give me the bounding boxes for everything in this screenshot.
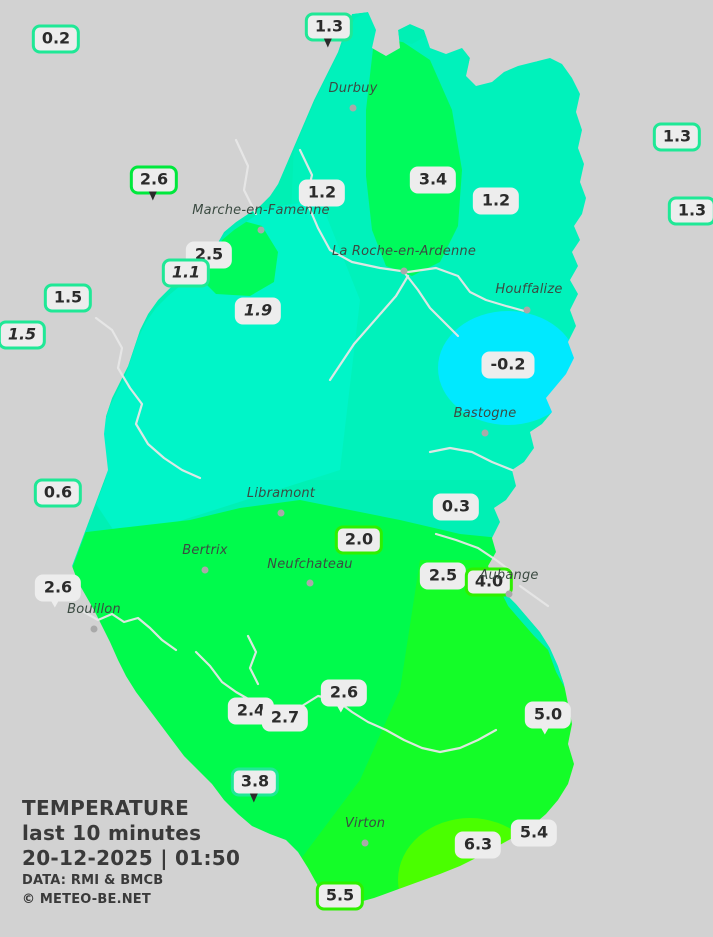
city-label: Virton	[344, 816, 386, 831]
city-dot-icon	[277, 509, 285, 517]
temperature-label: 2.6	[320, 679, 368, 713]
temperature-label: 5.4	[510, 819, 558, 847]
temperature-label: 0.6	[33, 478, 83, 508]
temperature-label: 4.0	[464, 567, 514, 597]
temperature-label: 1.1	[161, 258, 211, 288]
city-label: La Roche-en-Ardenne	[331, 244, 477, 259]
temperature-label: 1.3	[304, 12, 354, 48]
temperature-label: 2.7	[261, 704, 309, 732]
city-dot-icon	[349, 104, 357, 112]
city-dot-icon	[361, 839, 369, 847]
city-label: Bastogne	[453, 406, 517, 421]
city-dot-icon	[306, 579, 314, 587]
temperature-label: 2.0	[334, 525, 384, 555]
city-label: Aubange	[479, 568, 539, 583]
temperature-label: 3.8	[230, 767, 280, 803]
temperature-label: 1.3	[667, 196, 713, 226]
caption-source: DATA: RMI & BMCB	[22, 873, 164, 888]
temperature-label: 1.5	[43, 283, 93, 313]
city-dot-icon	[523, 306, 531, 314]
caption-datetime: 20-12-2025 | 01:50	[22, 846, 241, 870]
temperature-label: 6.3	[454, 831, 502, 859]
temperature-label: 1.2	[472, 187, 520, 215]
city-dot-icon	[201, 566, 209, 574]
city-dot-icon	[90, 625, 98, 633]
temperature-label: 2.5	[419, 562, 467, 590]
temperature-label: 3.4	[409, 166, 457, 194]
temperature-label: -0.2	[481, 351, 535, 379]
caption-copyright: © METEO-BE.NET	[22, 892, 151, 907]
city-label: Libramont	[246, 486, 316, 501]
caption-title: TEMPERATURE	[22, 796, 190, 820]
temperature-label: 2.6	[129, 165, 179, 201]
city-dot-icon	[400, 267, 408, 275]
temperature-label: 1.2	[298, 179, 346, 207]
city-label: Neufchateau	[267, 557, 353, 572]
temperature-label: 2.6	[34, 574, 82, 608]
city-label: Bertrix	[182, 543, 228, 558]
city-dot-icon	[257, 226, 265, 234]
caption-block: TEMPERATURE last 10 minutes 20-12-2025 |…	[22, 796, 240, 909]
city-dot-icon	[481, 429, 489, 437]
city-dot-icon	[505, 590, 513, 598]
city-label: Bouillon	[67, 602, 121, 617]
temperature-label: 1.3	[652, 122, 702, 152]
city-label: Durbuy	[328, 81, 378, 96]
temperature-label: 0.3	[432, 493, 480, 521]
temperature-label: 1.5	[0, 320, 47, 350]
city-label: Houffalize	[495, 282, 563, 297]
temperature-label: 0.2	[31, 24, 81, 54]
caption-subtitle: last 10 minutes	[22, 821, 202, 845]
temperature-label: 5.0	[524, 701, 572, 735]
temperature-label: 1.9	[234, 297, 282, 325]
temperature-label: 5.5	[315, 881, 365, 911]
city-label: Marche-en-Famenne	[192, 203, 330, 218]
